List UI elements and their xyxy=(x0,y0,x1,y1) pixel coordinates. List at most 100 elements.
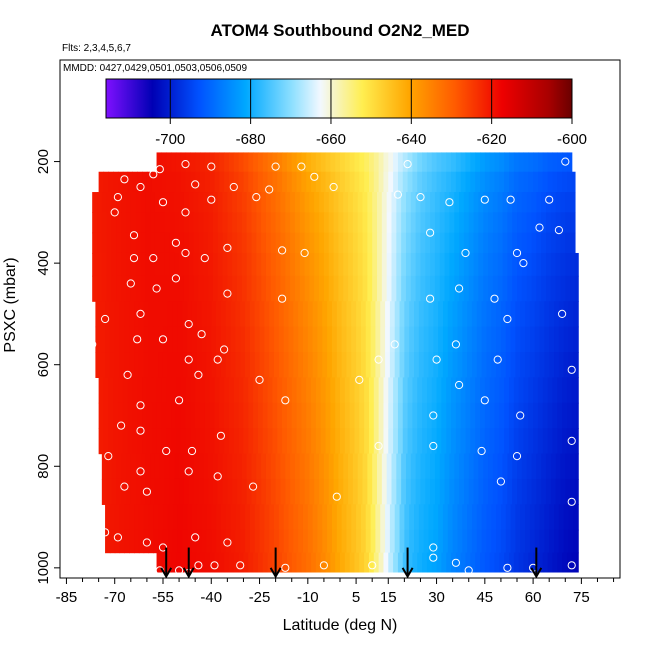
heatmap-cell xyxy=(161,428,167,455)
sample-point xyxy=(171,238,180,247)
sample-point xyxy=(136,426,145,435)
heatmap-cell xyxy=(319,275,325,302)
heatmap-cell xyxy=(446,171,452,193)
heatmap-cell xyxy=(541,192,547,213)
sample-point xyxy=(136,309,145,318)
heatmap-cell xyxy=(465,428,471,455)
heatmap-cell xyxy=(436,377,442,404)
heatmap-cell xyxy=(356,352,362,378)
heatmap-cell xyxy=(233,402,240,429)
heatmap-cell xyxy=(433,326,439,353)
heatmap-cell xyxy=(401,232,407,254)
heatmap-cell xyxy=(179,252,185,277)
heatmap-cell xyxy=(225,326,232,353)
heatmap-cell xyxy=(312,301,319,328)
heatmap-cell xyxy=(497,252,504,277)
heatmap-cell xyxy=(470,552,476,573)
heatmap-cell xyxy=(204,428,211,455)
heatmap-cell xyxy=(325,552,331,573)
heatmap-cell xyxy=(145,453,151,480)
heatmap-cell xyxy=(274,504,280,531)
heatmap-cell xyxy=(430,192,436,213)
heatmap-cell xyxy=(512,478,518,505)
heatmap-cell xyxy=(274,326,280,353)
heatmap-cell xyxy=(365,326,372,353)
sample-point xyxy=(101,314,110,324)
heatmap-cell xyxy=(438,352,444,378)
heatmap-cell xyxy=(204,552,211,573)
sample-point xyxy=(158,335,168,344)
heatmap-cell xyxy=(449,252,455,277)
heatmap-cell xyxy=(275,275,282,302)
heatmap-cell xyxy=(460,377,467,404)
heatmap-cell xyxy=(539,352,545,378)
heatmap-cell xyxy=(240,326,246,353)
heatmap-cell xyxy=(293,529,299,554)
heatmap-cell xyxy=(100,301,106,328)
heatmap-cell xyxy=(209,428,216,455)
sample-point xyxy=(223,289,232,298)
heatmap-cell xyxy=(148,301,154,328)
heatmap-cell xyxy=(344,428,351,455)
heatmap-cell xyxy=(365,504,372,531)
heatmap-cell xyxy=(562,428,568,455)
heatmap-cell xyxy=(251,478,257,505)
heatmap-cell xyxy=(114,352,121,378)
heatmap-cell xyxy=(442,504,449,531)
heatmap-cell xyxy=(307,301,314,328)
heatmap-cell xyxy=(434,453,441,480)
heatmap-cell xyxy=(222,212,228,234)
sample-point xyxy=(368,561,377,570)
sample-point xyxy=(213,355,222,364)
heatmap-cell xyxy=(280,192,286,213)
heatmap-cell xyxy=(404,326,410,353)
heatmap-cell xyxy=(125,212,132,234)
heatmap-cell xyxy=(256,275,262,302)
heatmap-cell xyxy=(156,377,162,404)
heatmap-cell xyxy=(389,326,396,353)
heatmap-cell xyxy=(439,192,446,213)
heatmap-cell xyxy=(306,428,312,455)
heatmap-cell xyxy=(436,152,442,173)
heatmap-cell xyxy=(116,453,122,480)
heatmap-cell xyxy=(148,326,154,353)
heatmap-cell xyxy=(544,326,550,353)
heatmap-cell xyxy=(449,232,455,254)
heatmap-cell xyxy=(552,402,558,429)
heatmap-cell xyxy=(172,504,179,531)
heatmap-cell xyxy=(230,352,236,378)
heatmap-cell xyxy=(352,232,359,254)
heatmap-cell xyxy=(111,232,117,254)
heatmap-cell xyxy=(275,192,282,213)
heatmap-cell xyxy=(327,301,333,328)
heatmap-cell xyxy=(306,377,312,404)
heatmap-cell xyxy=(381,192,388,213)
heatmap-cell xyxy=(340,402,346,429)
heatmap-cell xyxy=(517,453,523,480)
heatmap-cell xyxy=(364,552,370,573)
sample-point xyxy=(113,193,123,202)
heatmap-cell xyxy=(523,428,529,455)
heatmap-cell xyxy=(489,152,496,173)
heatmap-cell xyxy=(245,326,251,353)
heatmap-cell xyxy=(224,402,230,429)
heatmap-cell xyxy=(188,478,195,505)
heatmap-cell xyxy=(135,478,142,505)
heatmap-cell xyxy=(570,232,576,254)
heatmap-cell xyxy=(378,402,385,429)
heatmap-cell xyxy=(545,212,552,234)
heatmap-cell xyxy=(525,301,531,328)
heatmap-cell xyxy=(444,232,451,254)
heatmap-cell xyxy=(111,212,117,234)
sample-point xyxy=(129,254,139,263)
heatmap-cell xyxy=(467,504,473,531)
heatmap-cell xyxy=(455,428,462,455)
heatmap-cell xyxy=(227,275,233,302)
heatmap-cell xyxy=(521,192,528,213)
heatmap-cell xyxy=(525,352,531,378)
heatmap-cell xyxy=(217,275,224,302)
heatmap-cell xyxy=(278,326,285,353)
heatmap-cell xyxy=(219,377,225,404)
heatmap-cell xyxy=(422,152,428,173)
heatmap-cell xyxy=(172,301,179,328)
